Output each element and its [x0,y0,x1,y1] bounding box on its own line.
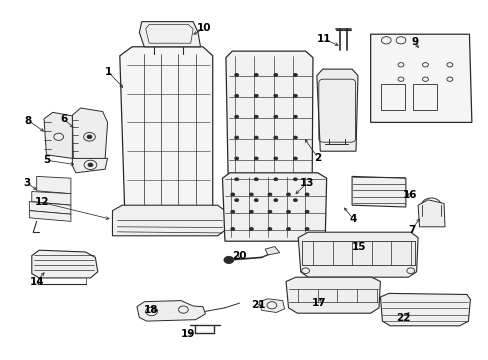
Circle shape [234,199,238,202]
Polygon shape [285,277,380,313]
Circle shape [224,256,233,264]
Text: 11: 11 [316,34,330,44]
Circle shape [249,210,253,213]
Circle shape [254,115,258,118]
Circle shape [293,136,297,139]
Text: 15: 15 [351,242,366,252]
Text: 12: 12 [34,197,49,207]
Circle shape [293,115,297,118]
Polygon shape [72,158,107,173]
Circle shape [293,178,297,181]
Text: 10: 10 [197,23,211,33]
Circle shape [254,73,258,76]
Circle shape [254,199,258,202]
Circle shape [254,94,258,97]
Text: 4: 4 [348,214,356,224]
Polygon shape [259,299,284,312]
Text: 9: 9 [410,37,417,48]
Polygon shape [139,22,200,47]
Text: 8: 8 [25,116,32,126]
Text: 19: 19 [181,329,195,339]
Circle shape [234,178,238,181]
Circle shape [273,178,277,181]
Polygon shape [351,176,405,207]
Polygon shape [37,176,71,194]
Circle shape [273,157,277,160]
Text: 7: 7 [407,225,415,235]
Text: 2: 2 [314,153,321,163]
Polygon shape [417,200,444,227]
Circle shape [87,135,92,139]
Circle shape [234,73,238,76]
Circle shape [293,73,297,76]
Polygon shape [222,173,326,241]
Text: 17: 17 [311,298,325,308]
Text: 5: 5 [43,155,50,165]
Circle shape [254,178,258,181]
Polygon shape [120,47,212,211]
Circle shape [293,157,297,160]
Polygon shape [298,232,417,277]
Circle shape [293,94,297,97]
Text: 1: 1 [105,67,112,77]
Circle shape [286,193,290,196]
Polygon shape [225,51,312,216]
Polygon shape [29,202,71,214]
Polygon shape [264,247,279,255]
Circle shape [273,199,277,202]
Polygon shape [112,205,224,236]
Circle shape [234,136,238,139]
Polygon shape [137,301,205,321]
Polygon shape [32,250,98,278]
Circle shape [286,210,290,213]
Polygon shape [44,112,72,158]
Circle shape [254,136,258,139]
Circle shape [273,136,277,139]
Text: 21: 21 [250,300,265,310]
Circle shape [254,157,258,160]
Circle shape [267,228,271,230]
Circle shape [88,163,93,167]
Text: 14: 14 [29,276,44,287]
Text: 6: 6 [60,114,67,124]
Polygon shape [72,108,107,164]
Circle shape [234,94,238,97]
Circle shape [267,193,271,196]
Text: 16: 16 [402,190,416,200]
Circle shape [305,193,308,196]
Text: 3: 3 [23,178,30,188]
Polygon shape [316,69,357,151]
Circle shape [267,210,271,213]
Circle shape [230,228,234,230]
Text: 18: 18 [143,305,158,315]
Circle shape [249,193,253,196]
Circle shape [286,228,290,230]
Circle shape [293,199,297,202]
Circle shape [273,73,277,76]
Circle shape [234,115,238,118]
Circle shape [273,115,277,118]
Text: 13: 13 [299,178,314,188]
Text: 22: 22 [395,312,410,323]
Polygon shape [370,34,471,122]
Circle shape [234,157,238,160]
Circle shape [230,210,234,213]
Polygon shape [380,293,469,326]
Circle shape [305,210,308,213]
Polygon shape [29,211,71,221]
Circle shape [305,228,308,230]
Circle shape [273,94,277,97]
Polygon shape [32,192,71,205]
Circle shape [249,228,253,230]
Text: 20: 20 [232,251,246,261]
Circle shape [230,193,234,196]
